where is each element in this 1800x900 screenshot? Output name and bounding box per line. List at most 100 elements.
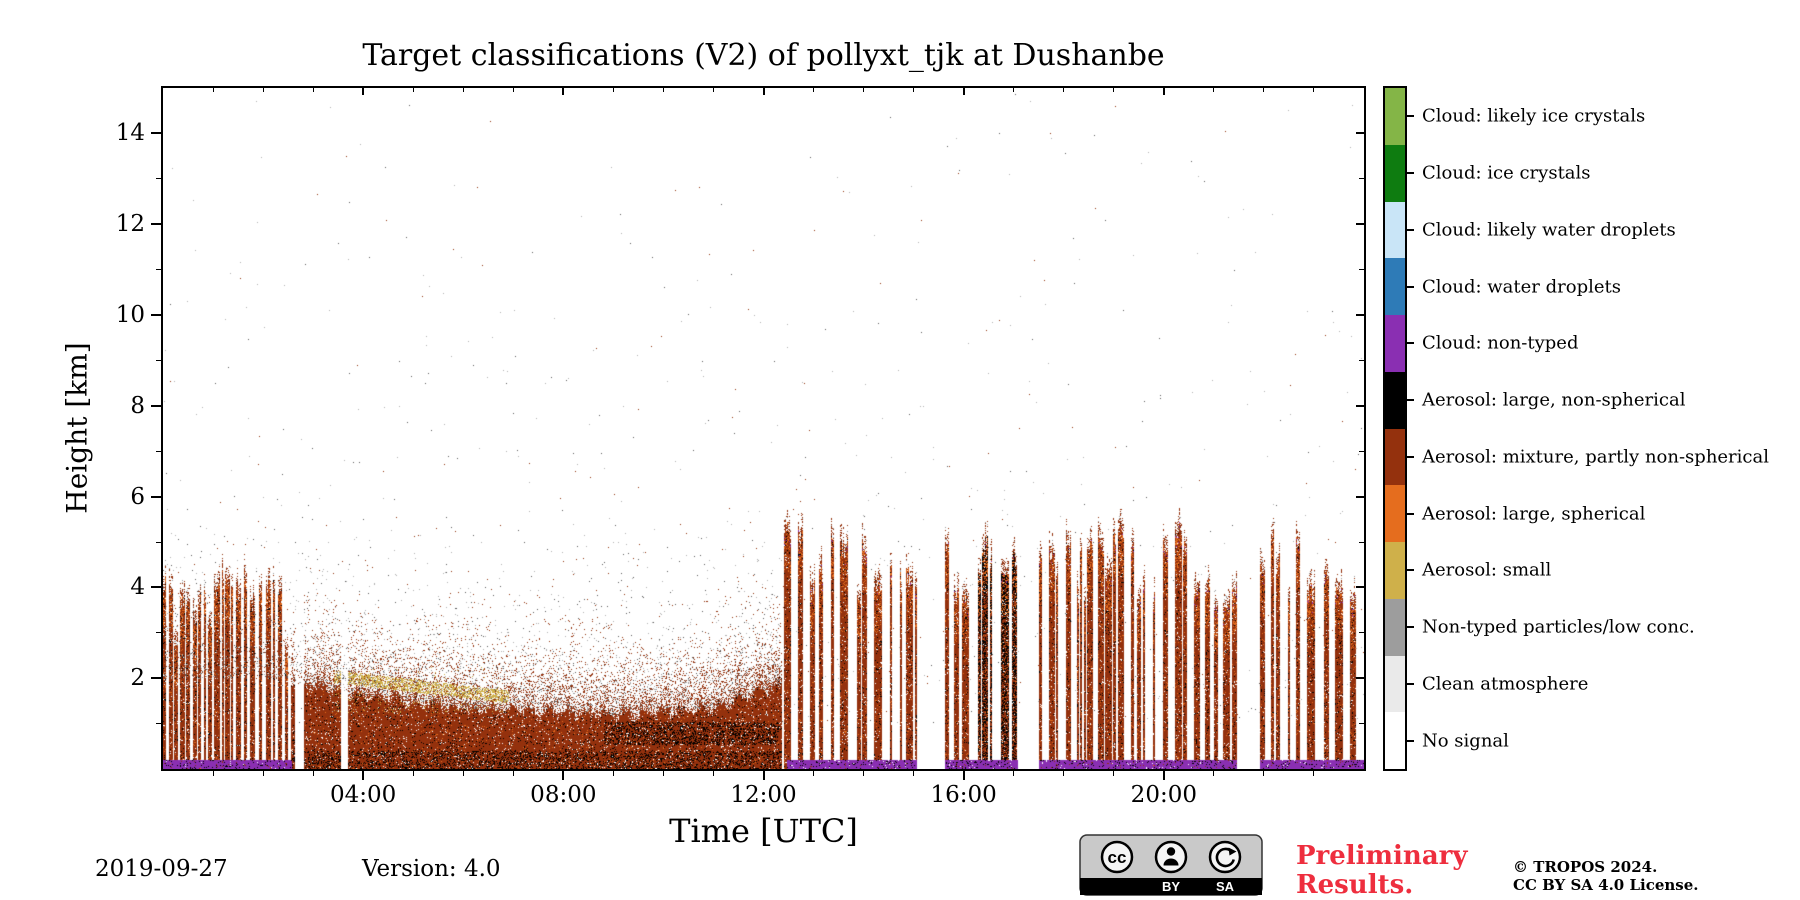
- axis-tick: [612, 771, 614, 776]
- axis-tick: [412, 88, 414, 92]
- axis-tick: [151, 677, 161, 680]
- x-axis-label: Time [UTC]: [669, 812, 858, 850]
- axis-tick: [1013, 88, 1015, 92]
- axis-tick: [262, 771, 264, 776]
- badge-bottom-bar: [1080, 878, 1262, 895]
- axis-tick: [1356, 404, 1364, 407]
- axis-tick: [462, 88, 464, 92]
- axis-tick: [712, 88, 714, 92]
- axis-tick: [1263, 771, 1265, 776]
- axis-tick: [1359, 269, 1364, 271]
- axis-tick: [412, 771, 414, 776]
- y-tick-label: 8: [130, 392, 145, 419]
- colorbar-label-aerosol_large_spherical: Aerosol: large, spherical: [1422, 503, 1646, 525]
- axis-tick: [1356, 314, 1364, 316]
- copyright-line2: CC BY SA 4.0 License.: [1513, 876, 1699, 894]
- colorbar-tick: [1407, 682, 1414, 685]
- version-label: Version: 4.0: [362, 856, 501, 882]
- axis-tick: [1356, 586, 1364, 589]
- colorbar-tick: [1407, 569, 1414, 572]
- axis-tick: [863, 771, 865, 776]
- cc-by-sa-badge: cc BY SA: [1079, 834, 1263, 896]
- axis-tick: [762, 771, 765, 780]
- axis-tick: [863, 88, 865, 92]
- axis-tick: [151, 223, 161, 226]
- colorbar-label-clean: Clean atmosphere: [1422, 673, 1589, 695]
- share-alike-arrowhead: [1228, 847, 1237, 856]
- cc-icon-text: cc: [1108, 848, 1127, 867]
- axis-tick: [512, 88, 514, 92]
- colorbar-tick: [1407, 626, 1414, 629]
- colorbar-segment-clean: [1385, 655, 1405, 713]
- colorbar-label-aerosol_large_nonspherical: Aerosol: large, non-spherical: [1422, 389, 1686, 411]
- badge-sa-text: SA: [1216, 879, 1235, 894]
- axis-tick: [962, 88, 965, 95]
- axis-tick: [312, 771, 314, 776]
- axis-tick: [156, 359, 161, 361]
- axis-tick: [762, 88, 765, 95]
- axis-tick: [1313, 88, 1315, 92]
- colorbar-segment-aerosol_mixture: [1385, 428, 1405, 486]
- share-alike-arrow: [1215, 847, 1235, 868]
- axis-tick: [1356, 495, 1364, 498]
- axis-tick: [562, 88, 565, 95]
- axis-tick: [1356, 132, 1364, 135]
- person-icon: [1154, 840, 1188, 874]
- colorbar-tick: [1407, 455, 1414, 458]
- axis-tick: [156, 723, 161, 725]
- colorbar-label-cloud_ice_likely: Cloud: likely ice crystals: [1422, 105, 1646, 127]
- person-icon-head: [1166, 847, 1176, 856]
- axis-tick: [562, 771, 565, 780]
- axis-tick: [212, 88, 214, 92]
- axis-tick: [612, 88, 614, 92]
- colorbar-label-cloud_ice: Cloud: ice crystals: [1422, 162, 1591, 184]
- axis-tick: [512, 771, 514, 776]
- axis-tick: [156, 541, 161, 543]
- axis-tick: [662, 88, 664, 92]
- axis-tick: [1113, 771, 1115, 776]
- colorbar-label-no_signal: No signal: [1422, 730, 1509, 752]
- y-tick-label: 12: [115, 211, 145, 238]
- axis-tick: [1162, 88, 1165, 95]
- classification-heatmap: [163, 88, 1364, 769]
- axis-tick: [1113, 88, 1115, 92]
- axis-tick: [362, 88, 365, 95]
- x-tick-label: 20:00: [1130, 782, 1197, 808]
- axis-tick: [813, 88, 815, 92]
- axis-tick: [1359, 359, 1364, 361]
- colorbar-tick: [1407, 739, 1414, 742]
- axis-tick: [662, 771, 664, 776]
- colorbar-tick: [1407, 115, 1414, 118]
- chart-title: Target classifications (V2) of pollyxt_t…: [362, 38, 1165, 73]
- colorbar-label-nontyped_low: Non-typed particles/low conc.: [1422, 616, 1695, 638]
- axis-tick: [1356, 677, 1364, 680]
- colorbar-segment-cloud_ice: [1385, 144, 1405, 202]
- axis-tick: [1263, 88, 1265, 92]
- colorbar-segment-cloud_ice_likely: [1385, 88, 1405, 145]
- y-tick-label: 10: [115, 302, 145, 328]
- y-tick-label: 14: [115, 120, 145, 147]
- axis-tick: [1359, 541, 1364, 543]
- colorbar-segment-cloud_water_likely: [1385, 201, 1405, 259]
- axis-tick: [1359, 450, 1364, 452]
- preliminary-results-note: Preliminary Results.: [1296, 842, 1468, 899]
- axis-tick: [156, 269, 161, 271]
- colorbar-segment-cloud_water: [1385, 258, 1405, 315]
- axis-tick: [151, 314, 161, 316]
- axis-tick: [362, 771, 365, 780]
- colorbar-segment-aerosol_large_nonspherical: [1385, 371, 1405, 429]
- x-tick-label: 12:00: [730, 782, 797, 808]
- colorbar-segment-cloud_nontyped: [1385, 315, 1405, 372]
- preliminary-line1: Preliminary: [1296, 841, 1468, 871]
- colorbar-segment-aerosol_large_spherical: [1385, 485, 1405, 542]
- axis-tick: [151, 404, 161, 407]
- colorbar-tick: [1407, 512, 1414, 515]
- axis-tick: [156, 178, 161, 180]
- axis-tick: [962, 771, 965, 780]
- axis-tick: [813, 771, 815, 776]
- colorbar-tick: [1407, 342, 1414, 345]
- axis-tick: [212, 771, 214, 776]
- axis-tick: [1013, 771, 1015, 776]
- colorbar-label-cloud_water_likely: Cloud: likely water droplets: [1422, 219, 1676, 241]
